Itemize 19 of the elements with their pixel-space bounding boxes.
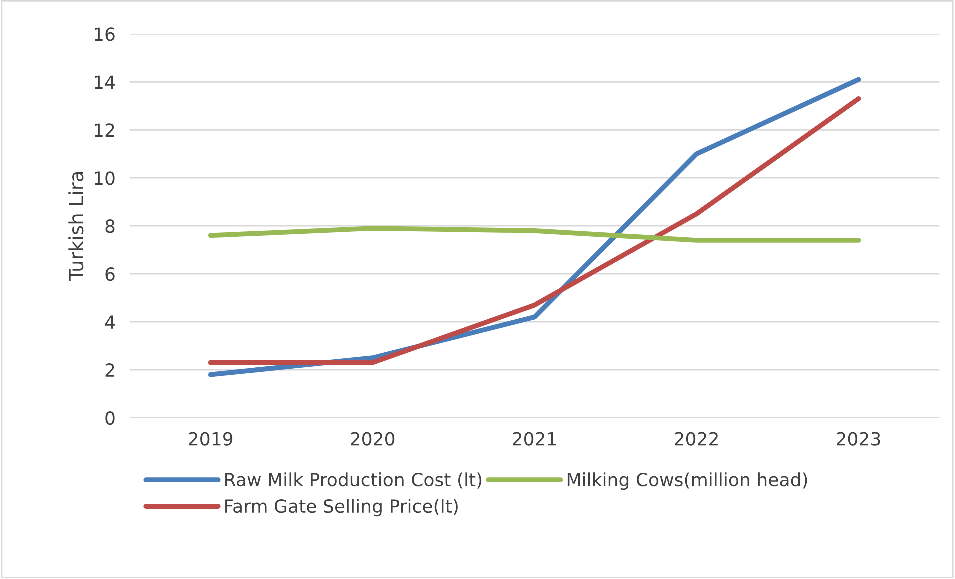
legend-label: Milking Cows(million head) <box>568 472 808 490</box>
y-tick-label: 14 <box>95 76 115 90</box>
y-tick-label: 10 <box>95 172 115 186</box>
y-tick-label: 16 <box>95 28 115 42</box>
y-tick-label: 6 <box>106 268 115 282</box>
y-tick-label: 8 <box>106 220 115 234</box>
x-tick-label: 2019 <box>189 432 233 446</box>
legend-label: Raw Milk Production Cost (lt) <box>226 472 482 489</box>
y-tick-label: 0 <box>106 411 115 426</box>
line-series <box>208 226 862 243</box>
x-tick-label: 2020 <box>351 432 395 446</box>
x-tick-label: 2023 <box>837 432 880 446</box>
y-tick-label: 2 <box>106 364 114 377</box>
x-tick-label: 2021 <box>513 432 556 446</box>
x-tick-label: 2022 <box>675 432 718 446</box>
y-axis-title: Turkish Lira <box>68 172 84 282</box>
legend-label: Farm Gate Selling Price(lt) <box>226 499 458 517</box>
y-tick-label: 4 <box>105 316 115 329</box>
y-tick-label: 12 <box>95 124 114 137</box>
